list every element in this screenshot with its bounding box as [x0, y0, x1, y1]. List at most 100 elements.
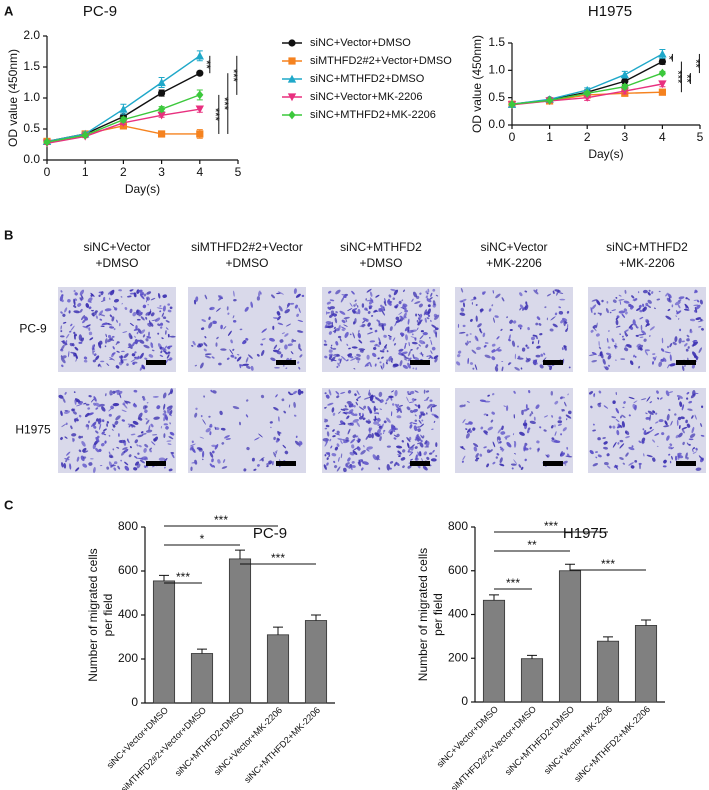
- cell: [550, 391, 554, 396]
- cell: [84, 412, 90, 418]
- cell: [589, 450, 594, 455]
- cell: [427, 288, 430, 293]
- cell: [411, 341, 418, 345]
- cell: [244, 306, 249, 312]
- cell: [151, 441, 156, 446]
- x-tick-label: 2: [120, 165, 127, 179]
- cell: [126, 438, 129, 441]
- cell: [325, 438, 328, 444]
- cell: [491, 356, 496, 361]
- cell: [133, 328, 138, 331]
- cell: [109, 338, 115, 341]
- cell: [350, 356, 354, 359]
- cell: [684, 364, 686, 367]
- cell: [124, 465, 130, 471]
- cell: [618, 299, 625, 301]
- cell: [634, 355, 637, 358]
- cell: [219, 410, 223, 416]
- cell: [274, 367, 280, 369]
- x-tick-label: siNC+Vector+DMSO: [105, 705, 170, 770]
- cell: [109, 357, 115, 361]
- significance-label: *: [662, 56, 674, 61]
- cell: [378, 467, 381, 470]
- cell: [144, 409, 148, 414]
- cell: [420, 439, 423, 443]
- cell: [112, 335, 115, 338]
- cell: [419, 340, 425, 345]
- cell: [363, 397, 370, 400]
- cell: [340, 326, 347, 330]
- cell: [204, 336, 207, 339]
- cell: [662, 465, 667, 468]
- cell: [331, 453, 337, 457]
- cell: [551, 415, 554, 418]
- cell: [686, 457, 689, 460]
- cell: [209, 463, 214, 468]
- cell: [189, 445, 194, 451]
- cell: [620, 415, 622, 419]
- cell: [600, 351, 604, 359]
- cell: [81, 440, 86, 447]
- marker: [158, 104, 166, 114]
- cell: [664, 351, 671, 354]
- cell: [355, 303, 357, 306]
- y-tick-label: 0.5: [488, 90, 505, 104]
- cell: [80, 294, 84, 299]
- y-axis-label: OD value (450nm): [470, 35, 484, 133]
- cell: [98, 294, 101, 297]
- cell: [169, 422, 171, 425]
- x-tick-label: 0: [509, 130, 516, 144]
- cell: [532, 359, 538, 365]
- cell: [686, 334, 690, 338]
- cell: [328, 389, 332, 396]
- y-tick-label: 0: [461, 694, 468, 708]
- cell: [369, 291, 373, 297]
- cell: [99, 314, 106, 317]
- marker: [658, 88, 666, 96]
- cell: [386, 464, 391, 471]
- cell: [91, 344, 95, 351]
- cell: [419, 292, 422, 295]
- cell: [652, 353, 656, 356]
- cell: [654, 433, 660, 436]
- cell: [423, 309, 428, 316]
- cell: [68, 310, 71, 314]
- cell: [427, 304, 431, 308]
- cell: [566, 446, 569, 450]
- cell: [88, 306, 92, 310]
- cell: [407, 442, 410, 449]
- cell: [108, 407, 113, 412]
- cell: [89, 337, 94, 341]
- cell: [664, 420, 668, 426]
- cell: [419, 335, 424, 340]
- cell: [69, 463, 72, 470]
- cell: [390, 397, 393, 401]
- cell: [692, 451, 697, 454]
- cell: [501, 448, 505, 452]
- marker: [288, 39, 296, 47]
- cell: [397, 408, 402, 411]
- cell: [414, 301, 421, 305]
- cell: [350, 357, 357, 361]
- cell: [421, 458, 423, 462]
- cell: [408, 401, 414, 404]
- cell: [433, 420, 436, 423]
- cell: [416, 327, 419, 331]
- cell: [221, 442, 225, 445]
- cell: [324, 453, 326, 456]
- cell: [512, 433, 515, 436]
- cell: [352, 434, 357, 438]
- cell: [643, 453, 645, 457]
- cell: [417, 451, 420, 457]
- cell: [465, 342, 468, 346]
- marker: [658, 57, 667, 66]
- cell: [111, 428, 114, 431]
- cell: [163, 403, 166, 410]
- cell: [378, 341, 382, 345]
- cell: [398, 404, 403, 407]
- cell: [426, 292, 429, 295]
- cell: [138, 444, 142, 448]
- cell: [617, 423, 621, 428]
- cell: [362, 417, 366, 421]
